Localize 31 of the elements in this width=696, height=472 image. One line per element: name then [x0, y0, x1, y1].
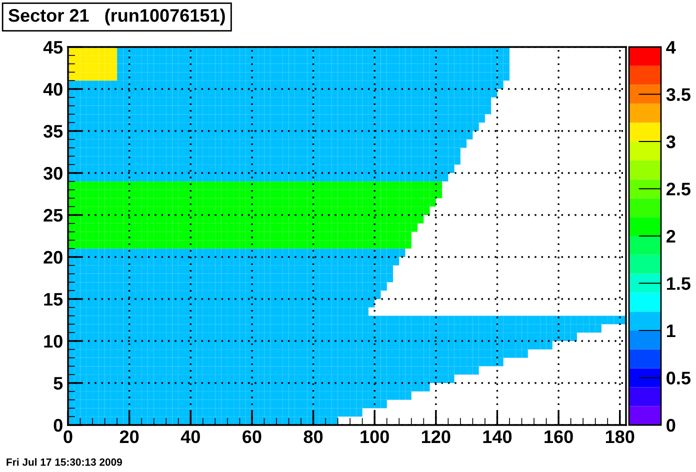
y-tick-label: 45: [43, 41, 63, 54]
y-tick-label: 10: [44, 334, 62, 348]
y-tick-label: 30: [43, 166, 62, 180]
x-tick-label: 0: [64, 430, 72, 444]
text: Fri Jul 17 15:30:13 2009: [6, 458, 122, 466]
x-tick-label: 80: [304, 430, 323, 444]
y-tick-label: 40: [43, 82, 62, 96]
y-tick-label: 5: [54, 377, 63, 390]
color-bar-label: 3.5: [666, 88, 690, 101]
y-tick-label: 0: [54, 418, 62, 432]
color-bar-label: 0: [666, 418, 676, 432]
color-bar-label: 0.5: [666, 372, 690, 384]
chart-title: Sector 21 (run10076151): [8, 8, 225, 26]
y-tick-label: 15: [44, 293, 63, 306]
color-bar-label: 2.5: [666, 182, 690, 196]
x-tick-label: 160: [544, 430, 573, 444]
y-tick-label: 20: [44, 250, 62, 264]
y-tick-label: 35: [43, 124, 63, 138]
x-tick-label: 40: [180, 430, 200, 444]
x-tick-label: 140: [483, 430, 512, 444]
x-tick-label: 20: [120, 430, 139, 444]
x-tick-label: 60: [242, 430, 262, 444]
x-tick-label: 180: [606, 430, 634, 444]
color-bar-label: 1: [667, 324, 676, 338]
y-tick-label: 25: [44, 208, 63, 222]
color-bar-label: 4: [666, 41, 676, 54]
color-bar-label: 1.5: [667, 277, 690, 290]
color-bar-label: 3: [666, 135, 676, 148]
x-tick-label: 120: [422, 430, 450, 444]
x-tick-label: 100: [360, 430, 389, 444]
color-bar-label: 2: [666, 230, 676, 243]
